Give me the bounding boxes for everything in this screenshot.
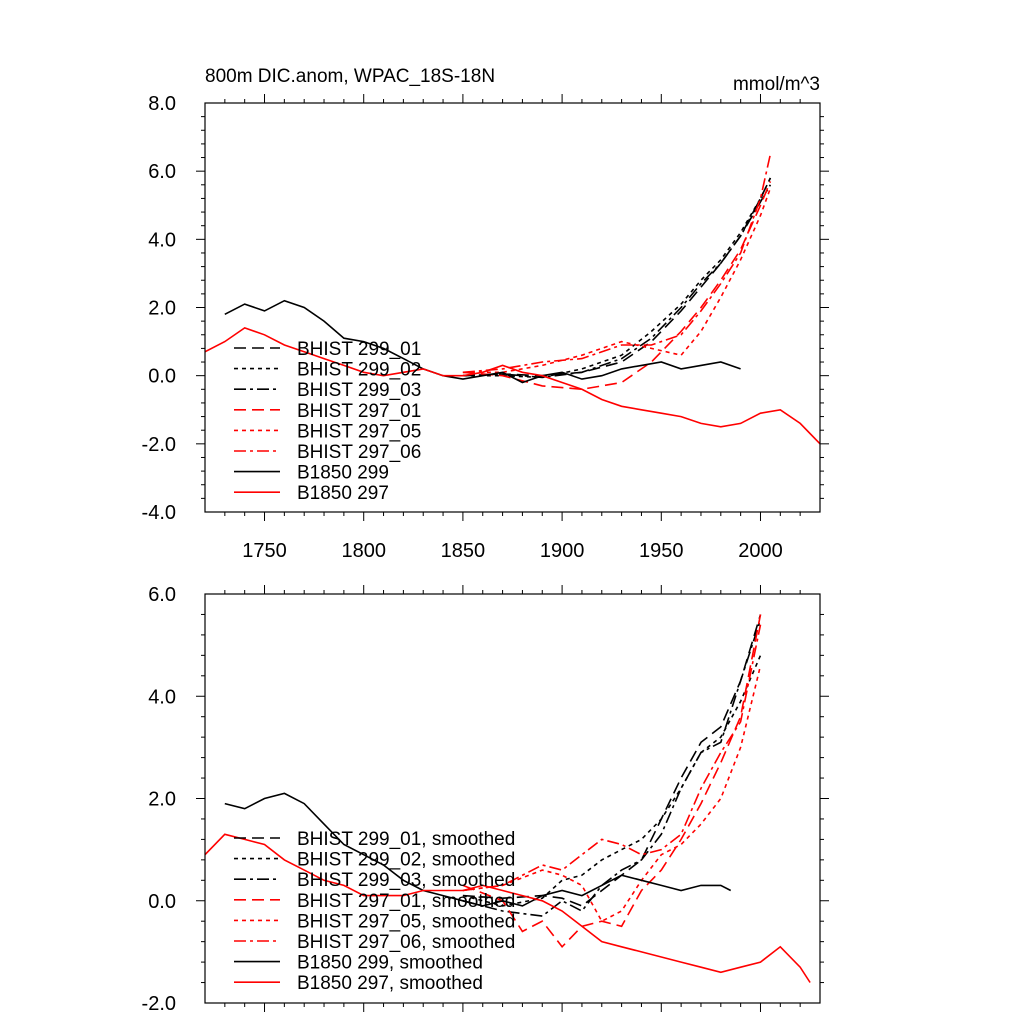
y-tick-label: 4.0 bbox=[148, 229, 176, 251]
x-tick-label: 1950 bbox=[639, 540, 684, 562]
legend-label: B1850 297 bbox=[297, 483, 389, 504]
legend-label: BHIST 297_05, smoothed bbox=[297, 911, 515, 932]
y-tick-label: 6.0 bbox=[148, 584, 176, 606]
series-line-4 bbox=[462, 614, 762, 949]
chart-title: 800m DIC.anom, WPAC_18S-18N bbox=[205, 66, 495, 87]
legend-label: BHIST 297_01 bbox=[297, 401, 421, 422]
series-line-7 bbox=[224, 792, 732, 907]
legend-label: BHIST 297_01, smoothed bbox=[297, 891, 515, 912]
legend-label: BHIST 297_06 bbox=[297, 442, 421, 463]
x-tick-label: 1800 bbox=[341, 540, 386, 562]
y-tick-label: 8.0 bbox=[148, 93, 176, 115]
legend-label: B1850 299 bbox=[297, 463, 389, 484]
y-tick-label: 2.0 bbox=[148, 298, 176, 320]
legend-label: BHIST 299_03 bbox=[297, 380, 421, 401]
y-tick-label: 0.0 bbox=[148, 366, 176, 388]
series-line-6 bbox=[462, 624, 762, 892]
units-label: mmol/m^3 bbox=[733, 74, 820, 95]
series-line-1 bbox=[462, 614, 762, 907]
legend-label: BHIST 299_02 bbox=[297, 360, 421, 381]
legend-label: B1850 299, smoothed bbox=[297, 953, 483, 974]
x-tick-label: 2000 bbox=[738, 540, 783, 562]
series-line-7 bbox=[224, 299, 741, 384]
y-tick-label: 2.0 bbox=[148, 789, 176, 811]
series-group bbox=[205, 153, 820, 445]
chart-panel-1: 1750 1800 1850 1900 1950 2000 -4.0 -2.0 0.0 2.0 4.… bbox=[142, 66, 829, 562]
y-tick-label: 6.0 bbox=[148, 161, 176, 183]
y-tick-label: -2.0 bbox=[142, 993, 176, 1015]
series-line-8 bbox=[205, 327, 820, 445]
series-line-8 bbox=[205, 833, 811, 983]
series-group bbox=[205, 614, 811, 983]
legend-label: BHIST 297_06, smoothed bbox=[297, 932, 515, 953]
legend-label: BHIST 299_02, smoothed bbox=[297, 850, 515, 871]
y-tick-label: -4.0 bbox=[142, 502, 176, 524]
series-line-6 bbox=[462, 153, 772, 374]
legend-label: B1850 297, smoothed bbox=[297, 973, 483, 994]
series-line-3 bbox=[462, 184, 772, 379]
series-line-1 bbox=[462, 177, 772, 377]
y-tick-label: 0.0 bbox=[148, 891, 176, 913]
legend-label: BHIST 297_05 bbox=[297, 421, 421, 442]
series-line-4 bbox=[462, 181, 772, 391]
series-line-5 bbox=[462, 187, 772, 374]
x-tick-label: 1850 bbox=[441, 540, 486, 562]
legend-label: BHIST 299_01 bbox=[297, 339, 421, 360]
x-tick-label: 1900 bbox=[540, 540, 585, 562]
y-tick-label: -2.0 bbox=[142, 434, 176, 456]
x-tick-label: 1750 bbox=[242, 540, 287, 562]
legend-label: BHIST 299_01, smoothed bbox=[297, 829, 515, 850]
series-line-3 bbox=[462, 619, 762, 917]
y-tick-label: 4.0 bbox=[148, 686, 176, 708]
series-line-2 bbox=[462, 655, 762, 907]
legend-label: BHIST 299_03, smoothed bbox=[297, 870, 515, 891]
